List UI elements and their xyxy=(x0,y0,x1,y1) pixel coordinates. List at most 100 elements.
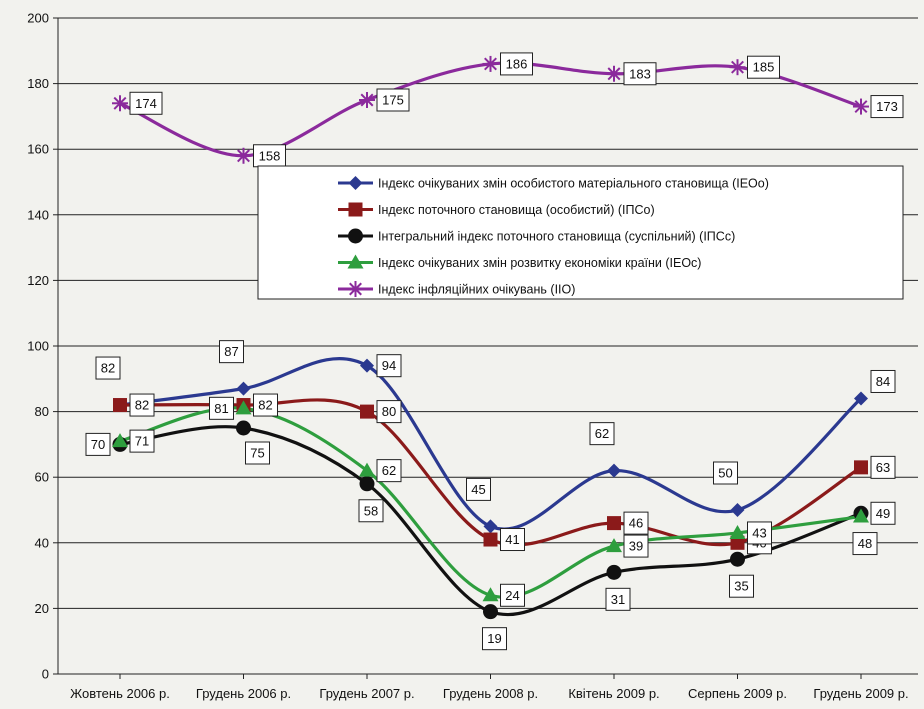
y-axis: 0 20 40 60 80 100 120 140 160 180 200 xyxy=(27,11,918,682)
data-label: 82 xyxy=(129,393,155,417)
data-label-value: 24 xyxy=(505,588,519,603)
data-point-ieoc xyxy=(606,538,622,553)
data-label-value: 63 xyxy=(876,460,890,475)
data-label-box xyxy=(589,422,615,446)
data-point-ipso xyxy=(113,398,127,413)
data-point-ieoc xyxy=(235,400,252,415)
data-point-iio xyxy=(482,55,499,72)
data-label-box xyxy=(376,88,410,112)
data-point-ieoc xyxy=(853,508,869,523)
data-label: 158 xyxy=(253,144,286,168)
y-tick-label: 60 xyxy=(35,470,49,485)
data-label-value: 39 xyxy=(629,539,643,554)
data-point-iio xyxy=(112,95,128,112)
data-label-value: 50 xyxy=(718,466,732,481)
data-label-value: 70 xyxy=(91,437,105,452)
data-label-value: 80 xyxy=(382,404,396,419)
data-label-value: 82 xyxy=(101,361,115,376)
data-label: 48 xyxy=(852,532,878,556)
y-tick-label: 120 xyxy=(27,273,49,288)
data-label-box xyxy=(713,461,738,485)
data-point-ieoc xyxy=(112,433,128,448)
data-point-ipss xyxy=(359,476,375,492)
data-point-ipso xyxy=(360,404,374,419)
x-tick-label: Серпень 2009 р. xyxy=(688,686,787,701)
y-tick-label: 100 xyxy=(27,339,49,354)
data-label: 82 xyxy=(253,393,278,417)
data-label-box xyxy=(376,400,402,424)
data-label-value: 62 xyxy=(382,463,396,478)
data-label: 43 xyxy=(747,521,772,545)
data-label-value: 94 xyxy=(382,358,396,373)
data-label-value: 87 xyxy=(224,344,238,359)
data-label-box xyxy=(623,62,657,86)
data-label-value: 43 xyxy=(752,525,766,540)
legend-marker-ipso xyxy=(348,202,363,217)
data-label: 80 xyxy=(376,400,402,424)
data-point-ieoo xyxy=(360,358,374,373)
data-label: 87 xyxy=(219,340,244,364)
y-tick-label: 140 xyxy=(27,207,49,222)
data-label: 186 xyxy=(500,52,533,76)
legend-item-ieoc: Індекс очікуваних змін розвитку економік… xyxy=(338,254,701,270)
data-point-ipss xyxy=(483,604,498,620)
legend-label: Індекс інфляційних очікувань (ІІО) xyxy=(378,283,575,297)
data-label-box xyxy=(870,369,896,393)
data-label-value: 62 xyxy=(595,426,609,441)
legend-label: Інтегральний індекс поточного становища … xyxy=(378,230,735,244)
data-labels: 8287944562508482828041464063707558193135… xyxy=(85,52,904,651)
data-point-iio xyxy=(359,92,375,108)
data-label-box xyxy=(747,55,780,79)
data-point-ieoo xyxy=(236,381,251,396)
data-label-box xyxy=(500,52,533,76)
legend-item-ieoo: Індекс очікуваних змін особистого матері… xyxy=(338,176,769,191)
data-label: 71 xyxy=(129,429,155,453)
data-label-value: 158 xyxy=(259,148,281,163)
legend-label: Індекс поточного становища (особистий) (… xyxy=(378,203,655,217)
data-point-ipso xyxy=(854,460,868,475)
data-label: 62 xyxy=(589,422,615,446)
data-label-box xyxy=(253,393,278,417)
data-point-ipso xyxy=(607,516,621,531)
data-label-value: 186 xyxy=(506,56,528,71)
legend-marker-iio xyxy=(347,281,364,297)
data-label: 173 xyxy=(870,95,904,119)
data-label-box xyxy=(466,477,491,501)
data-label: 39 xyxy=(623,534,649,558)
x-tick-label: Квітень 2009 р. xyxy=(568,686,659,701)
data-label-box xyxy=(209,396,234,420)
data-label: 81 xyxy=(209,396,234,420)
legend-item-ipso: Індекс поточного становища (особистий) (… xyxy=(338,202,655,217)
data-label-value: 183 xyxy=(629,66,651,81)
data-point-ieoc xyxy=(729,524,746,539)
data-point-iio xyxy=(729,59,746,76)
data-label-box xyxy=(729,574,754,598)
data-point-iio xyxy=(853,98,869,115)
data-point-iio xyxy=(606,65,622,82)
data-label: 49 xyxy=(870,501,896,525)
data-label: 41 xyxy=(500,528,525,552)
data-point-ieoo xyxy=(483,519,498,534)
series-markers xyxy=(112,55,869,620)
data-label-value: 81 xyxy=(214,401,228,416)
data-label: 35 xyxy=(729,574,754,598)
legend-label: Індекс очікуваних змін розвитку економік… xyxy=(378,256,701,270)
legend-box xyxy=(257,165,904,300)
data-label-box xyxy=(129,429,155,453)
data-label: 62 xyxy=(376,459,402,483)
data-label: 84 xyxy=(870,369,896,393)
data-label-box xyxy=(85,432,111,456)
data-label: 19 xyxy=(482,627,507,651)
legend-marker-ieoo xyxy=(348,176,363,190)
data-label: 94 xyxy=(376,354,402,378)
data-label: 46 xyxy=(623,511,649,535)
y-tick-label: 0 xyxy=(42,667,49,682)
data-label-value: 19 xyxy=(487,631,501,646)
data-label: 58 xyxy=(358,499,384,523)
data-label-value: 45 xyxy=(471,482,485,497)
data-label-box xyxy=(95,356,121,380)
data-label: 63 xyxy=(870,455,896,479)
data-label-value: 84 xyxy=(876,374,890,389)
data-label-value: 58 xyxy=(364,503,378,518)
